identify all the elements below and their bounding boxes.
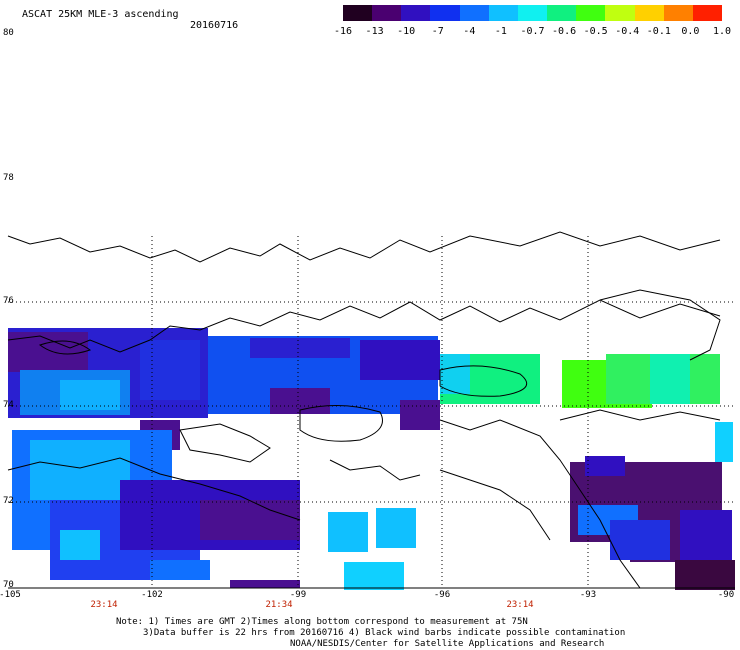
color-scale-label-1: -13	[365, 26, 384, 37]
lon-label-102: -102	[141, 590, 163, 600]
lon-label-99: -99	[289, 590, 307, 600]
color-scale-label-4: -4	[463, 26, 476, 37]
time-label-2: 21:34	[265, 600, 293, 610]
product-date: 20160716	[190, 20, 239, 31]
color-swatch-0	[343, 5, 373, 21]
time-label-3: 23:14	[506, 600, 534, 610]
color-swatch-3	[430, 5, 460, 21]
time-label-1: 23:14	[90, 600, 118, 610]
color-scale-label-11: 0.0	[681, 26, 700, 37]
color-swatch-5	[488, 5, 518, 21]
color-swatch-8	[576, 5, 606, 21]
lat-label-72: 72	[3, 496, 14, 506]
color-swatch-6	[517, 5, 548, 21]
color-scale-bar	[343, 5, 723, 21]
color-swatch-10	[634, 5, 664, 21]
lat-label-70: 70	[3, 580, 14, 590]
color-scale-label-7: -0.6	[552, 26, 577, 37]
lon-label-93: -93	[579, 590, 597, 600]
data-swath	[8, 328, 735, 590]
note-line-2: 3)Data buffer is 22 hrs from 20160716 4)…	[143, 628, 626, 638]
color-scale-label-0: -16	[333, 26, 353, 37]
color-swatch-12	[692, 5, 723, 21]
color-scale-label-12: 1.0	[712, 26, 732, 37]
color-scale-label-9: -0.4	[615, 26, 640, 37]
color-scale-label-5: -1	[494, 26, 507, 37]
color-scale-label-8: -0.5	[583, 26, 608, 37]
color-scale-label-3: -7	[431, 26, 444, 37]
product-title: ASCAT 25KM MLE-3 ascending	[22, 9, 179, 20]
color-swatch-11	[663, 5, 693, 21]
note-line-3: NOAA/NESDIS/Center for Satellite Applica…	[290, 639, 605, 649]
color-swatch-1	[372, 5, 402, 21]
color-scale-label-2: -10	[397, 26, 416, 37]
color-swatch-9	[605, 5, 635, 21]
lat-label-78: 78	[3, 173, 14, 183]
color-swatch-7	[547, 5, 577, 21]
lat-label-80: 80	[3, 28, 14, 38]
lat-lon-grid	[8, 236, 735, 588]
coastline	[7, 231, 721, 589]
note-line-1: Note: 1) Times are GMT 2)Times along bot…	[116, 617, 528, 627]
color-scale-label-10: -0.1	[646, 26, 671, 37]
color-scale-label-6: -0.7	[520, 26, 545, 37]
lon-label-105: -105	[0, 590, 21, 600]
color-swatch-2	[401, 5, 431, 21]
color-swatch-4	[459, 5, 489, 21]
lon-label-96: -96	[433, 590, 451, 600]
lat-label-76: 76	[3, 296, 14, 306]
lat-label-74: 74	[3, 400, 14, 410]
lon-label-90: -90	[717, 590, 735, 600]
